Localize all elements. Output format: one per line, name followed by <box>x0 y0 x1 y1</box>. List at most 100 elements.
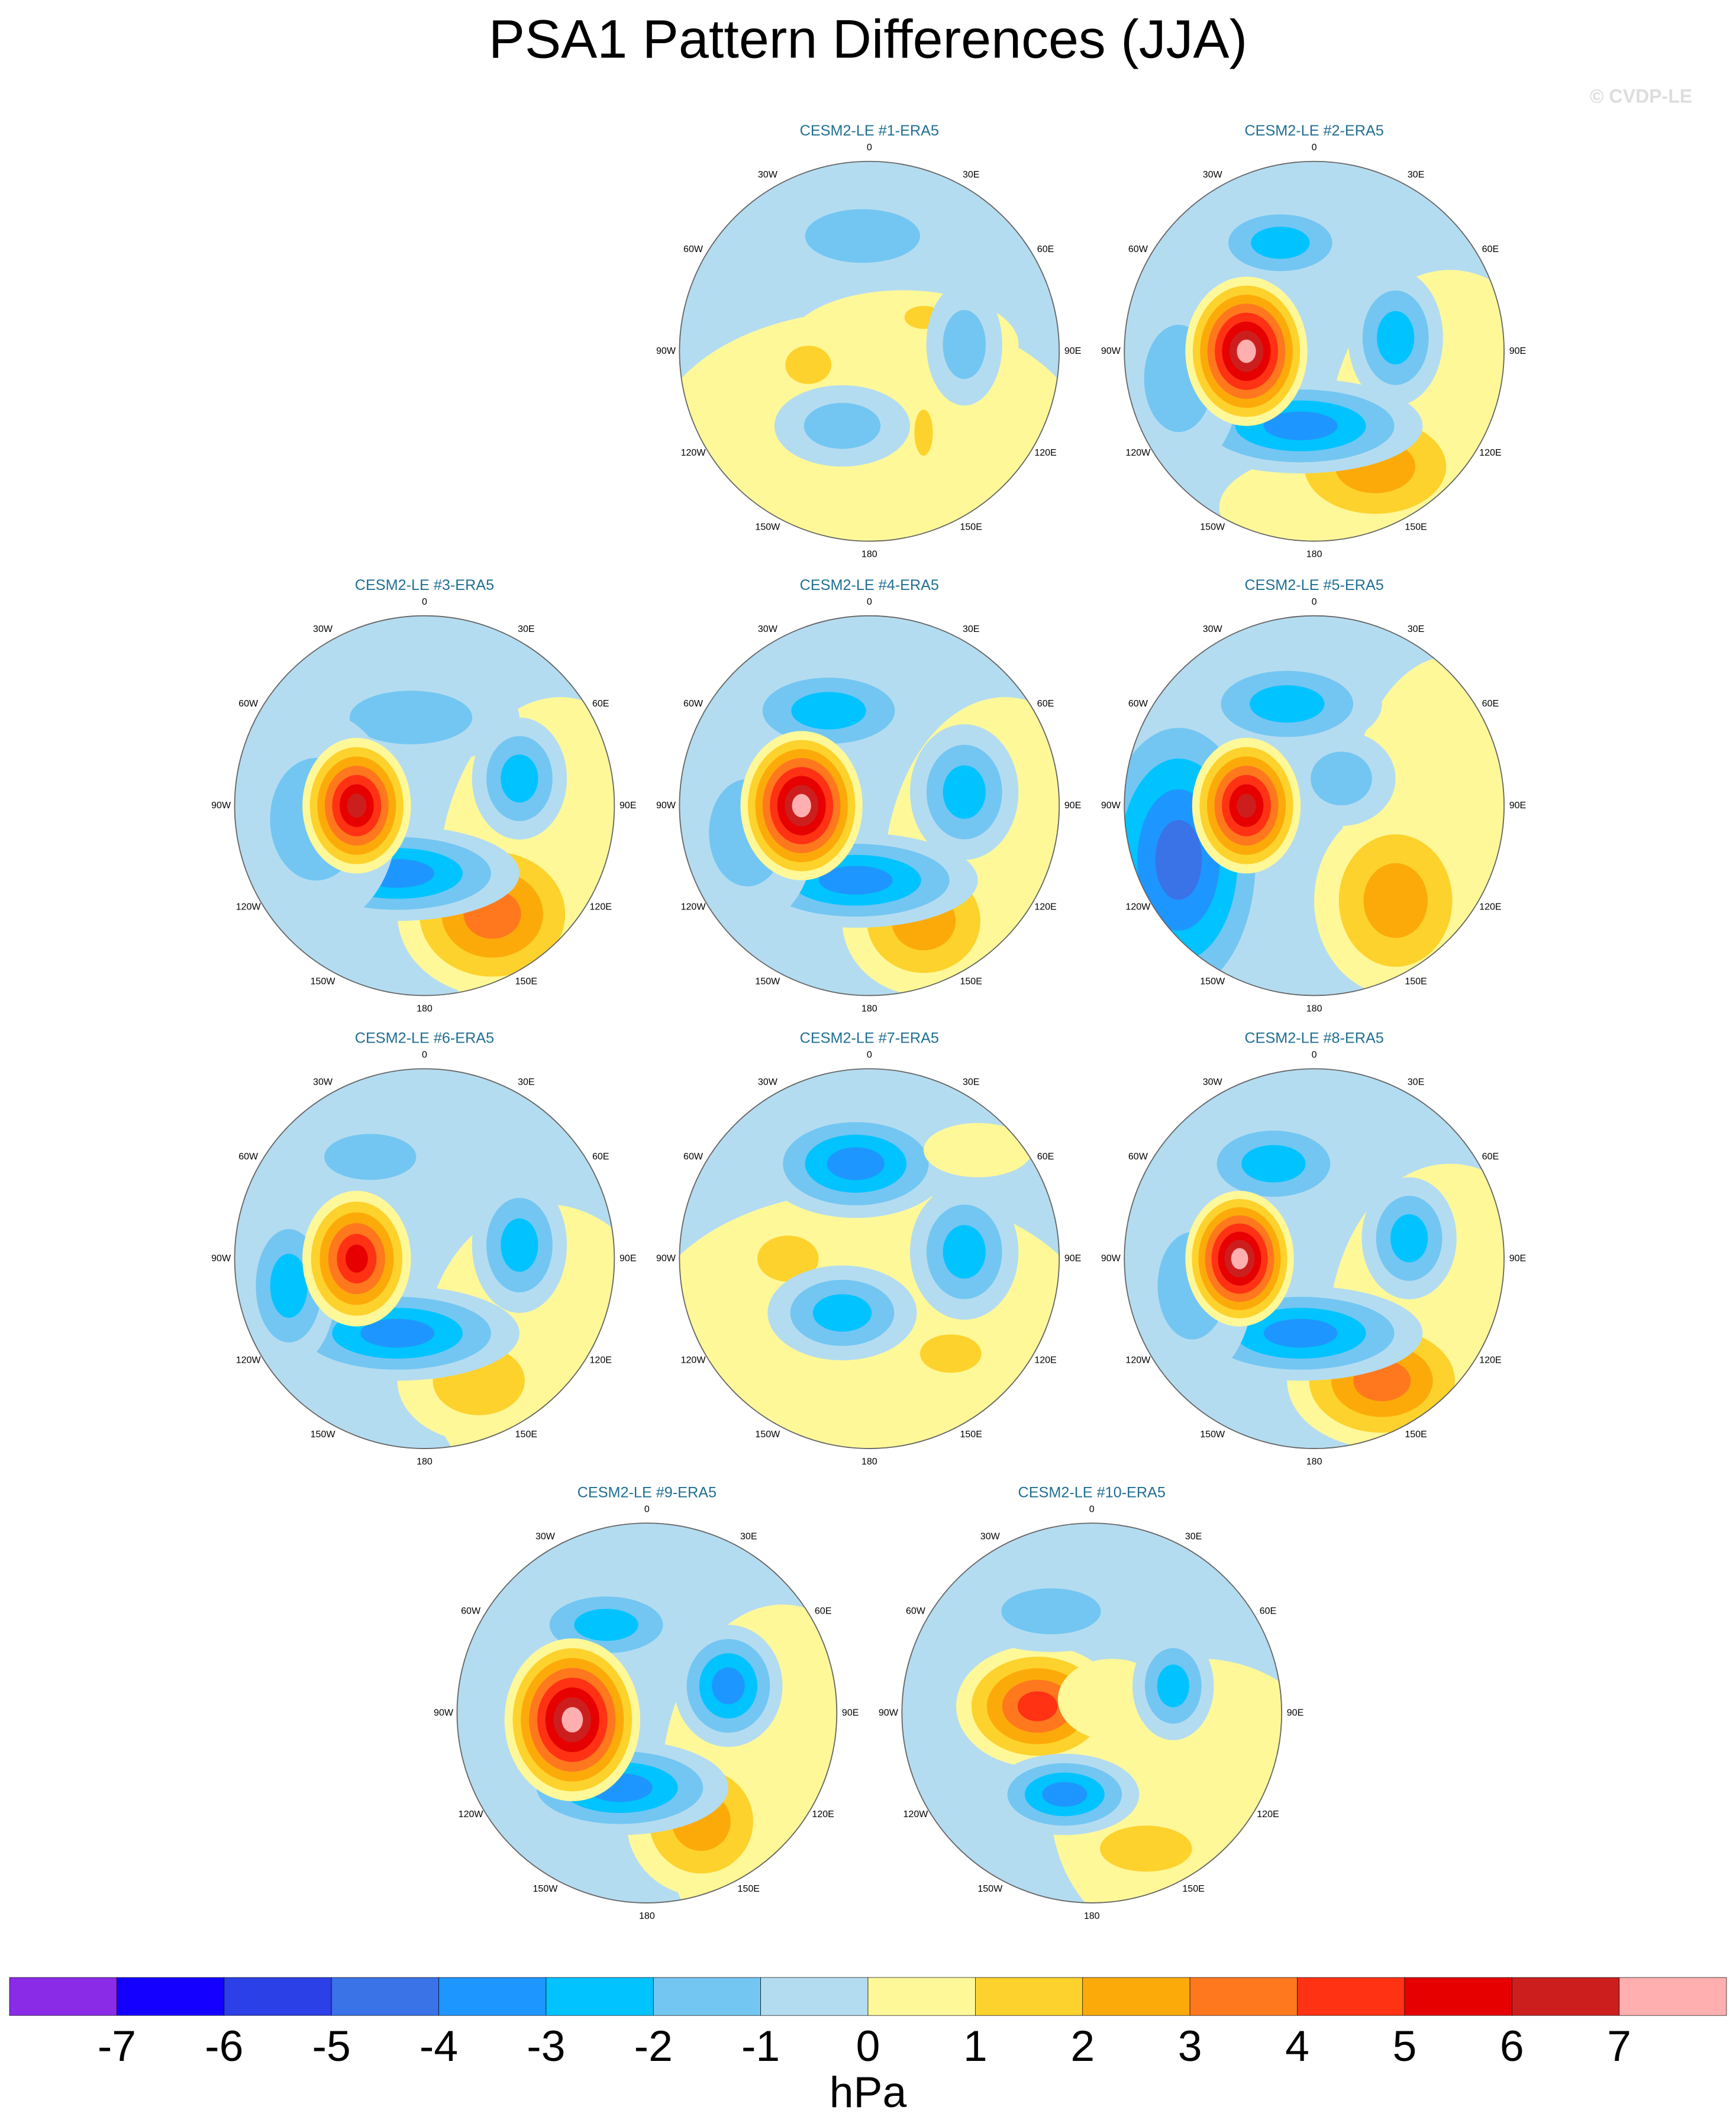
contour-region <box>712 1667 745 1705</box>
longitude-label: 30E <box>1185 1531 1202 1542</box>
contour-region <box>791 692 866 730</box>
contour-region <box>1042 1782 1088 1807</box>
colorbar-box <box>1082 1977 1190 2016</box>
map-panel <box>234 1069 615 1449</box>
longitude-label: 120E <box>1034 447 1056 458</box>
colorbar-box <box>224 1977 332 2016</box>
contour-region <box>1017 1691 1058 1721</box>
longitude-label: 60E <box>1037 244 1054 254</box>
longitude-label: 30W <box>758 1077 778 1088</box>
panel-title: CESM2-LE #7-ERA5 <box>800 1030 939 1046</box>
longitude-label: 150W <box>1200 1429 1225 1440</box>
longitude-label: 180 <box>1084 1911 1100 1921</box>
longitude-label: 120W <box>681 447 706 458</box>
longitude-label: 150E <box>1182 1883 1204 1894</box>
longitude-label: 30E <box>963 624 980 634</box>
colorbar-box <box>546 1977 654 2016</box>
colorbar-box <box>1511 1977 1619 2016</box>
panel-title: CESM2-LE #1-ERA5 <box>800 122 939 139</box>
colorbar-box <box>9 1977 117 2016</box>
longitude-label: 90W <box>656 346 676 356</box>
longitude-label: 90W <box>211 800 231 811</box>
longitude-label: 120E <box>1034 902 1056 912</box>
watermark: © CVDP-LE <box>1590 86 1692 107</box>
longitude-label: 60W <box>461 1605 481 1616</box>
contour-region <box>1363 863 1428 938</box>
map-border <box>901 1522 1283 1904</box>
longitude-label: 60W <box>683 1151 704 1162</box>
colorbar-label: -3 <box>527 2022 565 2070</box>
longitude-label: 90E <box>619 800 637 811</box>
map-border <box>679 160 1060 542</box>
longitude-label: 30W <box>535 1531 556 1542</box>
longitude-label: 150W <box>755 1429 780 1440</box>
longitude-label: 30E <box>1408 624 1425 634</box>
contour-region <box>1251 227 1310 259</box>
contour-region <box>943 1225 986 1279</box>
longitude-label: 90W <box>434 1707 454 1718</box>
colorbar-box <box>117 1977 225 2016</box>
map-panel <box>1124 615 1505 996</box>
longitude-label: 90E <box>1509 346 1527 356</box>
longitude-label: 150W <box>755 976 780 987</box>
longitude-label: 0 <box>1312 142 1317 153</box>
contour-region <box>1377 311 1415 364</box>
longitude-label: 180 <box>417 1004 433 1014</box>
map-border <box>456 1522 838 1904</box>
colorbar-box <box>1404 1977 1512 2016</box>
contour-region <box>345 1244 368 1273</box>
longitude-label: 30W <box>1203 1077 1223 1088</box>
colorbar-box <box>331 1977 439 2016</box>
map-border <box>679 615 1060 996</box>
longitude-label: 120W <box>1125 447 1151 458</box>
contour-region <box>1237 793 1256 818</box>
colorbar-unit: hPa <box>830 2068 907 2117</box>
map-panel <box>1124 161 1505 541</box>
longitude-label: 90E <box>1064 1253 1082 1263</box>
contour-region <box>1241 1145 1306 1183</box>
longitude-label: 120W <box>236 902 262 912</box>
longitude-label: 180 <box>861 1004 877 1014</box>
longitude-label: 120E <box>1034 1354 1056 1365</box>
longitude-label: 180 <box>1306 1456 1322 1467</box>
longitude-label: 120W <box>1125 902 1151 912</box>
longitude-label: 180 <box>1306 1004 1322 1014</box>
contour-region <box>812 1294 872 1332</box>
longitude-label: 150W <box>1200 522 1225 533</box>
colorbar-label: 5 <box>1392 2022 1416 2070</box>
longitude-label: 30E <box>518 1077 535 1088</box>
contour-region <box>1231 1248 1248 1270</box>
longitude-label: 150E <box>960 522 982 533</box>
contour-region <box>324 1134 417 1180</box>
longitude-label: 30W <box>313 1077 333 1088</box>
contour-region <box>819 866 893 895</box>
contour-region <box>501 1218 538 1272</box>
longitude-label: 150E <box>1405 522 1427 533</box>
longitude-label: 120E <box>1257 1809 1279 1819</box>
contour-region <box>574 1608 638 1641</box>
longitude-label: 30W <box>758 624 778 634</box>
longitude-label: 120E <box>1479 902 1501 912</box>
longitude-label: 30E <box>963 1077 980 1088</box>
longitude-label: 0 <box>422 1050 427 1060</box>
longitude-label: 30E <box>518 624 535 634</box>
longitude-label: 180 <box>861 1456 877 1467</box>
longitude-label: 30W <box>313 624 333 634</box>
contour-region <box>349 691 473 744</box>
longitude-label: 180 <box>639 1911 655 1921</box>
contour-region <box>1263 1318 1338 1348</box>
contour-region <box>1390 1214 1428 1263</box>
longitude-label: 120W <box>459 1809 484 1819</box>
map-panel <box>1124 1069 1505 1449</box>
longitude-label: 150W <box>977 1883 1003 1894</box>
contour-region <box>943 309 986 379</box>
longitude-label: 60E <box>815 1605 832 1616</box>
longitude-label: 150E <box>960 976 982 987</box>
longitude-label: 0 <box>1312 596 1317 607</box>
longitude-label: 150E <box>738 1883 760 1894</box>
colorbar-label: 1 <box>963 2022 988 2070</box>
panel-title: CESM2-LE #4-ERA5 <box>800 577 939 593</box>
longitude-label: 90E <box>1509 1253 1527 1263</box>
colorbar-label: -2 <box>634 2022 673 2070</box>
